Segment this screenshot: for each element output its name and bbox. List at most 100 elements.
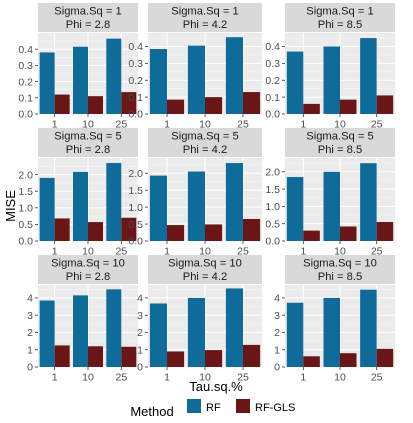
y-tick-label: 0.2 [128,75,143,87]
facet-strip [148,255,262,284]
y-tick-label: 2 [274,327,280,339]
bar-rf [106,38,122,114]
bar-rf-gls [54,218,70,241]
y-tick-label: 0.2 [18,76,33,88]
facet-strip-label: Sigma.Sq = 10 [303,258,377,270]
bar-rf-gls [205,350,223,367]
y-tick-label: 1 [274,344,280,356]
bar-rf [360,289,377,367]
x-tick-label: 10 [82,119,94,131]
y-tick-label: 0.4 [18,44,33,56]
y-tick-label: 1.0 [128,202,143,214]
facet-strip-label: Sigma.Sq = 1 [306,6,373,18]
bar-rf-gls [88,96,103,114]
y-tick-label: 0.1 [18,93,33,105]
y-tick-label: 0.0 [128,236,143,248]
bar-rf [323,46,340,114]
y-tick-label: 0.0 [18,236,33,248]
y-tick-label: 3 [137,310,143,322]
facet-strip-label: Sigma.Sq = 1 [54,6,121,18]
y-tick-label: 0.5 [18,219,33,231]
y-tick-label: 2.0 [265,167,280,179]
bar-rf-gls [205,224,223,241]
facet-strip [285,128,395,157]
y-tick-label: 1.5 [128,185,143,197]
y-tick-label: 0.1 [265,92,280,104]
facet-strip-label: Phi = 2.8 [66,271,110,283]
y-tick-label: 1.5 [18,186,33,198]
bar-rf [225,37,243,114]
bar-rf-gls [121,346,137,367]
bar-rf [225,163,243,241]
bar-rf-gls [167,351,185,367]
bar-rf-gls [54,94,70,114]
y-axis-title: MISE [3,190,18,222]
bar-rf [187,297,205,367]
x-tick-label: 10 [199,119,211,131]
bar-rf-gls [376,221,394,241]
y-tick-label: 1.0 [18,203,33,215]
bar-rf [360,163,377,241]
bar-rf [323,297,340,367]
x-axis-title: Tau.sq.% [189,379,243,394]
y-tick-label: 0.5 [128,219,143,231]
bar-rf-gls [243,344,261,367]
y-tick-label: 0 [27,362,33,374]
y-tick-label: 4 [27,293,33,305]
facet-strip-label: Sigma.Sq = 1 [171,6,238,18]
x-tick-label: 25 [371,246,383,258]
facet-strip [148,3,262,32]
bar-rf-gls [340,353,357,367]
y-tick-label: 0.3 [265,58,280,70]
y-tick-label: 0.0 [265,236,280,248]
bar-rf-gls [340,226,357,241]
y-tick-label: 0 [137,362,143,374]
y-tick-label: 0.0 [265,109,280,121]
y-tick-label: 0.3 [18,60,33,72]
bar-rf-gls [303,103,320,114]
y-tick-label: 4 [274,293,280,305]
y-tick-label: 2.0 [128,168,143,180]
facet-strip-label: Phi = 8.5 [318,19,362,31]
bar-rf-gls [376,348,394,367]
bar-rf [149,175,167,241]
bar-rf-gls [88,346,103,367]
x-tick-label: 10 [334,246,346,258]
x-tick-label: 25 [237,119,249,131]
y-tick-label: 0.0 [128,109,143,121]
x-tick-label: 25 [237,372,249,384]
facet-strip [38,128,138,157]
facet-strip-label: Sigma.Sq = 10 [168,258,242,270]
legend-swatch [236,399,250,413]
y-tick-label: 0 [274,362,280,374]
y-tick-label: 1 [137,344,143,356]
legend-title: Method [130,404,173,419]
facet-strip-label: Phi = 4.2 [183,19,227,31]
x-tick-label: 25 [371,119,383,131]
facet-strip-label: Sigma.Sq = 10 [51,258,125,270]
bar-rf [286,302,304,367]
x-tick-label: 10 [199,246,211,258]
y-tick-label: 0.5 [265,218,280,230]
y-tick-label: 2.0 [18,169,33,181]
bar-rf-gls [303,356,320,367]
facet-strip [38,3,138,32]
y-tick-label: 0.0 [18,109,33,121]
y-tick-label: 0.2 [265,75,280,87]
bar-rf-gls [121,92,137,114]
facet-strip-label: Phi = 8.5 [318,271,362,283]
x-tick-label: 1 [164,246,170,258]
bar-rf [39,300,55,367]
bar-rf-gls [121,217,137,241]
x-tick-label: 10 [82,246,94,258]
facet-strip [38,255,138,284]
bar-rf [286,177,304,241]
bar-rf [39,177,55,241]
facet-strip-label: Phi = 4.2 [183,271,227,283]
bar-rf-gls [340,99,357,114]
y-tick-label: 3 [27,310,33,322]
legend-label: RF-GLS [255,402,295,414]
facet-strip-label: Sigma.Sq = 5 [171,131,238,143]
bar-rf [106,162,122,241]
facet-strip-label: Sigma.Sq = 5 [54,131,121,143]
